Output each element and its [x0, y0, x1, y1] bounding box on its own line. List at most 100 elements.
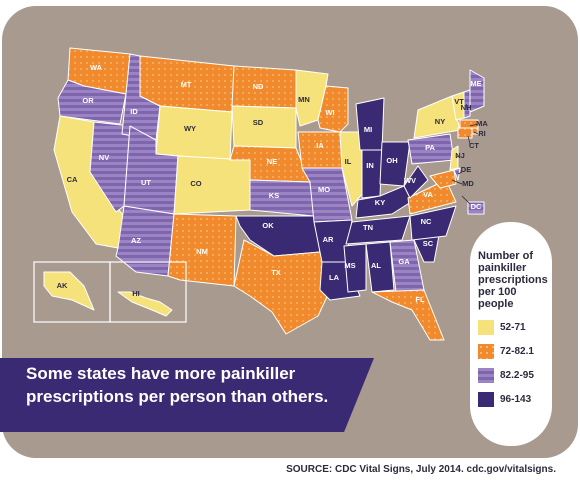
state-label-ne: NE	[267, 157, 277, 166]
headline-text: Some states have more painkiller prescri…	[26, 362, 356, 408]
state-me	[469, 69, 485, 113]
legend-title-line: prescriptions	[478, 274, 548, 286]
state-label-fl: FL	[415, 295, 425, 304]
state-ak	[43, 271, 95, 311]
state-label-ky: KY	[375, 198, 385, 207]
state-label-va: VA	[423, 190, 433, 199]
state-ks	[249, 179, 315, 217]
legend-title-line: painkiller	[478, 262, 527, 274]
state-label-vt: VT	[454, 97, 464, 106]
state-label-wi: WI	[325, 108, 334, 117]
state-label-wy: WY	[184, 124, 196, 133]
state-label-oh: OH	[386, 156, 397, 165]
state-label-ks: KS	[269, 191, 279, 200]
legend: Number of painkiller prescriptions per 1…	[470, 222, 552, 446]
legend-label: 52-71	[500, 322, 526, 333]
state-label-nc: NC	[421, 217, 432, 226]
state-label-mo: MO	[318, 185, 330, 194]
state-label-md: MD	[462, 179, 474, 188]
legend-item: 96-143	[478, 392, 546, 407]
legend-swatch-96-143	[478, 392, 494, 407]
state-de	[453, 167, 461, 181]
state-label-tx: TX	[271, 268, 281, 277]
state-nj	[449, 145, 459, 171]
legend-swatch-72-82	[478, 344, 494, 359]
state-label-tn: TN	[363, 223, 373, 232]
legend-swatch-82-95	[478, 368, 494, 383]
state-nc	[409, 205, 457, 241]
state-label-ct: CT	[469, 141, 479, 150]
state-ia	[297, 131, 343, 169]
legend-title: Number of painkiller prescriptions per 1…	[478, 250, 548, 310]
state-az	[115, 205, 175, 277]
state-label-ms: MS	[344, 261, 355, 270]
headline-line-2: prescriptions per person than others.	[26, 387, 329, 406]
legend-item: 72-82.1	[478, 344, 546, 359]
state-dc	[467, 201, 485, 215]
state-label-in: IN	[366, 161, 374, 170]
state-label-sc: SC	[423, 239, 434, 248]
state-label-mt: MT	[181, 80, 192, 89]
leader-line	[465, 103, 469, 111]
state-label-az: AZ	[131, 236, 141, 245]
state-label-ia: IA	[316, 141, 324, 150]
headline-line-1: Some states have more painkiller	[26, 364, 296, 383]
state-nd	[231, 65, 297, 109]
source-citation: SOURCE: CDC Vital Signs, July 2014. cdc.…	[286, 464, 556, 475]
state-ms	[343, 243, 367, 293]
leader-line	[461, 195, 471, 205]
state-label-nv: NV	[99, 153, 109, 162]
state-al	[365, 241, 395, 293]
state-label-nj: NJ	[455, 151, 465, 160]
leader-line	[473, 131, 479, 135]
leader-line	[467, 135, 471, 145]
state-label-nm: NM	[196, 247, 208, 256]
state-nm	[167, 213, 237, 287]
state-label-dc: DC	[471, 202, 482, 211]
state-label-me: ME	[470, 79, 481, 88]
state-tn	[345, 215, 411, 245]
state-label-de: DE	[461, 165, 471, 174]
state-label-mn: MN	[298, 95, 310, 104]
state-label-mi: MI	[364, 125, 372, 134]
state-label-sd: SD	[253, 118, 264, 127]
leader-line	[457, 171, 463, 175]
state-or	[57, 79, 127, 125]
state-label-co: CO	[190, 179, 201, 188]
state-label-hi: HI	[132, 289, 140, 298]
state-tx	[233, 239, 333, 335]
state-ct	[457, 127, 473, 139]
legend-swatch-52-71	[478, 320, 494, 335]
state-nh	[463, 89, 471, 119]
state-label-la: LA	[329, 273, 340, 282]
state-label-il: IL	[345, 157, 352, 166]
state-label-ma: MA	[476, 119, 488, 128]
state-label-id: ID	[130, 107, 138, 116]
state-sd	[231, 105, 297, 149]
state-hi	[117, 291, 173, 317]
state-wv	[403, 165, 429, 199]
state-label-or: OR	[82, 96, 94, 105]
state-label-nh: NH	[461, 103, 472, 112]
state-wy	[155, 105, 233, 161]
state-label-wv: WV	[404, 176, 416, 185]
leader-line	[451, 179, 463, 185]
state-label-ca: CA	[67, 175, 78, 184]
state-md	[429, 169, 457, 189]
state-label-al: AL	[371, 261, 381, 270]
legend-label: 82.2-95	[500, 370, 534, 381]
state-fl	[371, 289, 445, 341]
state-label-ny: NY	[435, 117, 445, 126]
state-label-ga: GA	[398, 257, 410, 266]
headline-banner	[0, 358, 374, 432]
inset-box-hawaii	[109, 261, 187, 323]
legend-item: 82.2-95	[478, 368, 546, 383]
state-label-nd: ND	[253, 82, 264, 91]
state-va	[407, 179, 457, 215]
state-mi	[355, 97, 385, 151]
legend-title-line: Number of	[478, 250, 533, 262]
state-label-ak: AK	[57, 281, 68, 290]
state-label-pa: PA	[425, 143, 435, 152]
legend-label: 96-143	[500, 394, 532, 405]
